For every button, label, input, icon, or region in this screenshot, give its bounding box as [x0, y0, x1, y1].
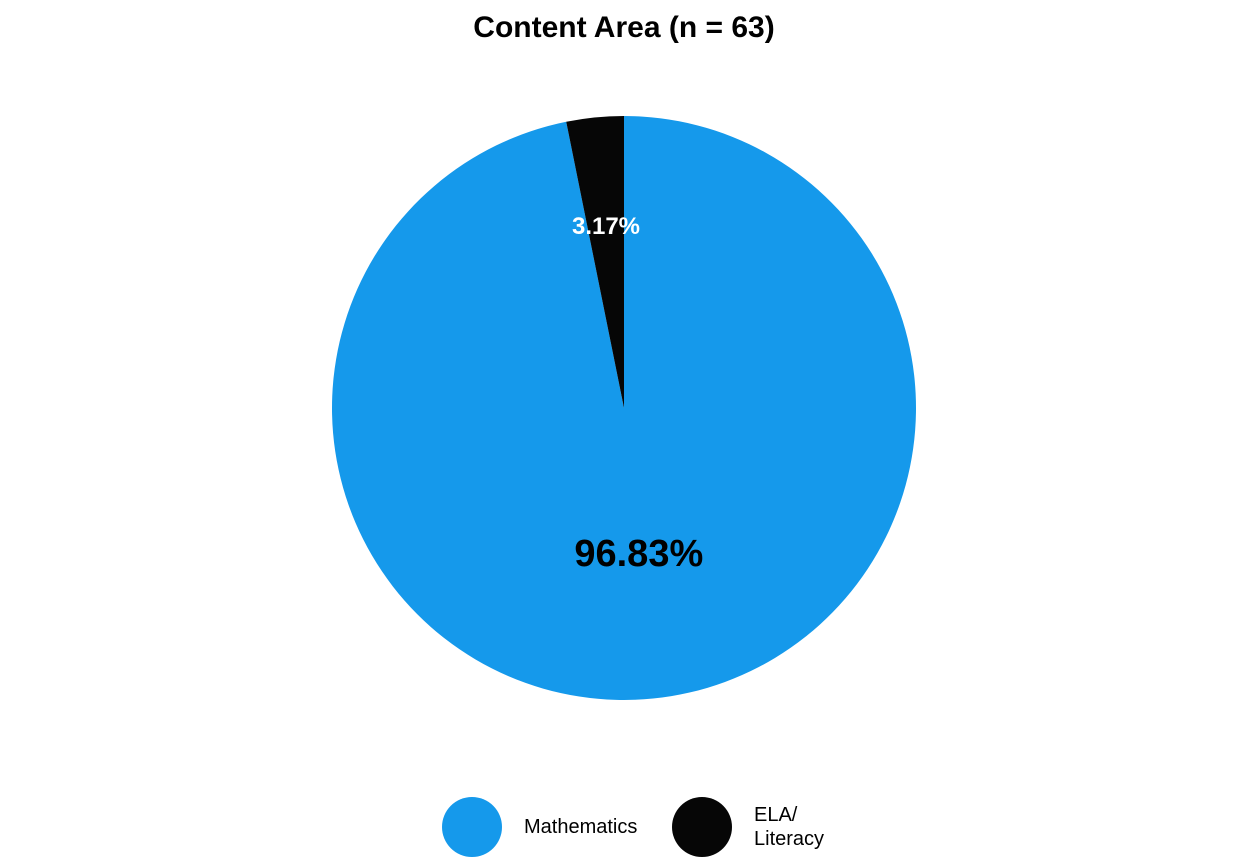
legend-swatch-mathematics: [442, 797, 502, 857]
pie-chart: 96.83% 3.17%: [331, 116, 916, 700]
chart-title: Content Area (n = 63): [473, 11, 775, 44]
legend-swatch-ela-literacy: [672, 797, 732, 857]
pie-slices: [331, 116, 916, 700]
legend-label-ela-literacy: ELA/ Literacy: [754, 804, 825, 850]
legend: Mathematics ELA/ Literacy: [0, 796, 1248, 858]
pie-data-labels: 96.83% 3.17%: [572, 213, 703, 575]
legend-item-ela-literacy: ELA/ Literacy: [672, 796, 844, 858]
legend-label-mathematics: Mathematics: [524, 816, 638, 838]
data-label-ela-literacy: 3.17%: [572, 213, 640, 240]
data-label-mathematics: 96.83%: [574, 533, 703, 575]
pie-slice-ela-literacy: [566, 116, 624, 408]
legend-item-mathematics: Mathematics: [442, 796, 637, 858]
